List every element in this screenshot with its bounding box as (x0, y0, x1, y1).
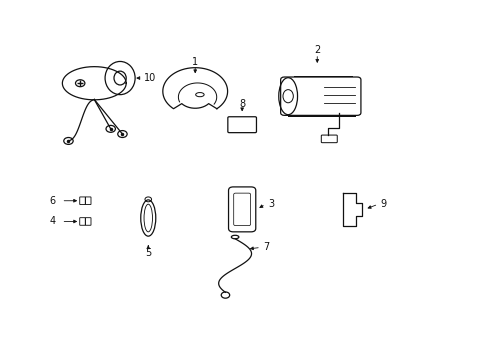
Text: 10: 10 (143, 73, 156, 83)
Text: 3: 3 (267, 199, 274, 209)
Text: 4: 4 (50, 216, 56, 226)
Text: 7: 7 (263, 242, 269, 252)
Text: 8: 8 (239, 99, 244, 109)
Text: 6: 6 (50, 196, 56, 206)
Text: 2: 2 (313, 45, 320, 55)
Text: 5: 5 (145, 248, 151, 257)
Text: 1: 1 (192, 58, 198, 67)
Text: 9: 9 (380, 199, 386, 209)
